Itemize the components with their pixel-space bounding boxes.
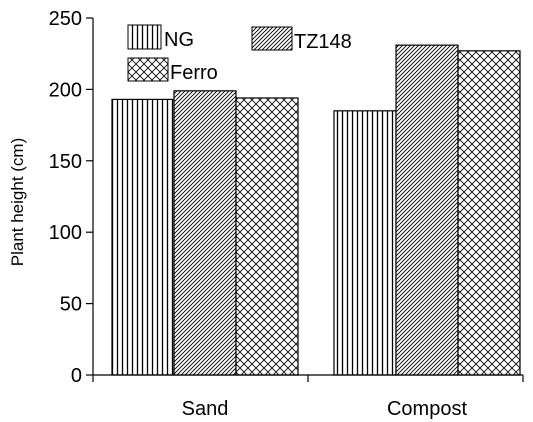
x-category-label: Sand bbox=[182, 398, 229, 420]
bar-ng-sand bbox=[111, 98, 175, 376]
y-tick-label: 0 bbox=[71, 365, 82, 387]
x-ticks-layer: Sand Compost bbox=[92, 375, 524, 420]
legend-swatch-ferro bbox=[127, 57, 169, 82]
bar-ferro-compost bbox=[457, 50, 521, 376]
y-ticks-layer: 0 50 100 150 200 250 bbox=[49, 8, 93, 387]
y-tick-label: 250 bbox=[49, 8, 82, 30]
legend: NG TZ148 Ferro bbox=[127, 24, 352, 84]
y-tick-label: 100 bbox=[49, 222, 82, 244]
y-tick-label: 50 bbox=[60, 294, 82, 316]
y-axis-title: Plant height (cm) bbox=[8, 138, 27, 267]
x-category-label: Compost bbox=[387, 398, 467, 420]
bar-ng-compost bbox=[333, 110, 397, 376]
legend-swatch-tz148 bbox=[251, 26, 293, 51]
y-tick-label: 150 bbox=[49, 151, 82, 173]
legend-swatch-ng bbox=[127, 24, 162, 50]
legend-label-ng: NG bbox=[164, 29, 194, 51]
bar-tz148-sand bbox=[173, 90, 237, 376]
legend-label-tz148: TZ148 bbox=[294, 31, 352, 53]
bar-tz148-compost bbox=[395, 44, 459, 376]
y-tick-label: 200 bbox=[49, 79, 82, 101]
bar-ferro-sand bbox=[235, 97, 299, 376]
legend-label-ferro: Ferro bbox=[170, 62, 218, 84]
bars-layer bbox=[111, 44, 521, 376]
